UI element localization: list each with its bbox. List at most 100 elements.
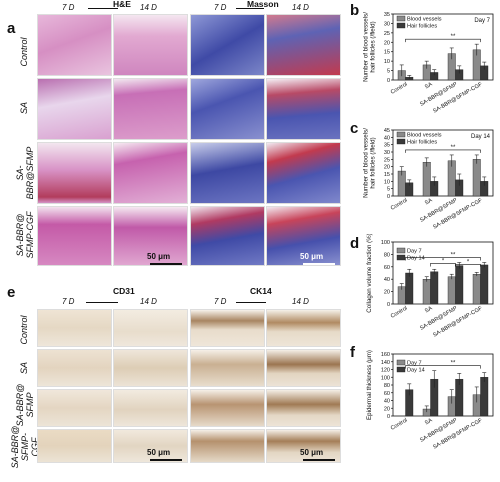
chart-b-xtick-label-1: SA [424,81,434,90]
chart-b-ytick-label: 20 [384,40,390,46]
he-tile-sa-7d [37,78,112,140]
panel-a-row-sa-bbr-sfmp-cgf: SA-BBR@ SFMP-CGF [15,211,35,259]
chart-d-ytick-label: 100 [381,240,390,246]
chart-f-sig-bracket-0 [405,365,481,369]
chart-c-bar-0-3 [472,159,481,197]
chart-d-legend-label-1: Day 14 [407,256,425,262]
chart-b-ytick-label: 25 [384,31,390,37]
chart-d-bar-1-1 [430,271,439,305]
panel-a-row-control: Control [19,37,29,67]
chart-b-legend-label-1: Hair follicles [407,24,437,30]
ck14-tile-sfmp-7d [190,389,265,427]
chart-c-legend-swatch-1 [396,138,406,145]
panel-e-stain-ck14: CK14 [250,286,272,296]
chart-c-ytick-label: 25 [384,157,390,163]
chart-b-legend-swatch-0 [396,15,406,22]
chart-c-ytick-label: 10 [384,179,390,185]
cd31-tile-control-14d [113,309,188,347]
chart-d-sig-bracket-2 [455,264,481,267]
chart-d-sig-bracket-0 [405,257,481,261]
chart-c-sig-bracket-0 [405,149,481,153]
ck14-tile-cgf-7d [190,429,265,463]
chart-f-xtick-label-0: Control [390,418,409,432]
chart-f-ytick-label: 120 [381,368,390,374]
chart-b-xtick-label-0: Control [390,82,409,96]
chart-d-bar-1-3 [480,264,489,305]
panel-e-stain-cd31: CD31 [113,286,135,296]
chart-c-legend-label-0: Blood vessels [407,133,442,139]
chart-f-ytick-label: 40 [384,399,390,405]
chart-d-ytick-label: 40 [384,277,390,283]
cd31-tile-sfmp-7d [37,389,112,427]
chart-f-xtick-label-1: SA [424,417,434,426]
panel-e-time-7d-cd31: 7 D [62,297,75,306]
chart-d-frame [392,241,494,305]
chart-c-ytick-label: 35 [384,143,390,149]
ck14-tile-control-14d [266,309,341,347]
ck14-tile-sa-7d [190,349,265,387]
chart-c-bar-0-1 [422,162,431,197]
panel-e-scale-label-1: 50 μm [147,448,171,457]
chart-c-frame [392,129,494,197]
chart-b-ytick-label: 30 [384,21,390,27]
panel-letter-e: e [7,284,16,301]
masson-tile-control-14d [266,14,341,76]
chart-c-sig-label-0: ** [451,145,456,151]
chart-d-bar-1-2 [455,265,464,305]
panel-a-time-7d-masson: 7 D [214,3,227,12]
panel-a-time-line-2 [236,8,264,9]
chart-f-bar-1-3 [480,377,489,417]
panel-e-scale-label-2: 50 μm [300,448,324,457]
chart-b-sig-label-0: ** [451,34,456,40]
panel-e-time-14d-cd31: 14 D [140,297,157,306]
chart-f-legend-label-0: Day 7 [407,361,422,367]
chart-b: 0 5 10 15 20 25 30 35 Number of blood vessels/ha… [363,12,494,115]
masson-tile-sa-14d [266,78,341,140]
panel-a-time-14d-masson: 14 D [292,3,309,12]
chart-f-ytick-label: 140 [381,360,390,366]
panel-a-scale-label-1: 50 μm [147,252,171,261]
chart-d-bar-0-1 [422,279,431,305]
chart-d: 0 20 40 60 80 100 Collagen volume fraction (%)… [366,234,494,339]
chart-d-bar-1-0 [405,272,414,305]
chart-b-legend-label-0: Blood vessels [407,17,442,23]
panel-e-scale-bar-2 [303,459,335,461]
chart-b-annotation: Day 7 [474,18,490,24]
chart-d-legend-swatch-0 [396,247,406,254]
ck14-tile-control-7d [190,309,265,347]
he-tile-control-7d [37,14,112,76]
masson-tile-sfmp-14d [266,142,341,204]
chart-b-legend-swatch-1 [396,22,406,29]
masson-tile-control-7d [190,14,265,76]
masson-tile-sa-7d [190,78,265,140]
he-tile-cgf-14d [113,206,188,266]
chart-d-sig-label-2: * [467,259,470,265]
panel-letter-d: d [350,235,360,252]
cd31-tile-sa-7d [37,349,112,387]
chart-f-ytick-label: 160 [381,352,390,358]
chart-f-legend-swatch-1 [396,366,406,373]
ck14-tile-sa-14d [266,349,341,387]
panel-a-time-line [88,8,118,9]
chart-c-xtick-label-0: Control [390,198,409,212]
chart-d-legend-label-0: Day 7 [407,249,422,255]
chart-d-ytick-label: 60 [384,265,390,271]
chart-d-ytick-label: 20 [384,290,390,296]
chart-d-bar-0-3 [472,274,481,305]
panel-e-time-line [86,302,118,303]
chart-d-ytick-label: 0 [387,302,390,308]
chart-c-xtick-label-1: SA [424,197,434,206]
ck14-tile-cgf-14d [266,429,341,463]
chart-c-ytick-label: 20 [384,165,390,171]
chart-b-ylabel: Number of blood vessels/hair follicles (… [363,12,377,82]
chart-c-legend-swatch-0 [396,131,406,138]
chart-b-ytick-label: 10 [384,59,390,65]
chart-d-legend-swatch-1 [396,254,406,261]
cd31-tile-sa-14d [113,349,188,387]
chart-f-ylabel-line: Epidermal thickness (μm) [366,350,373,420]
cd31-tile-cgf-14d [113,429,188,463]
chart-d-ylabel: Collagen volume fraction (%) [366,234,373,313]
panel-a-stain-he: H&E [113,0,131,9]
chart-b-ytick-label: 35 [384,12,390,18]
